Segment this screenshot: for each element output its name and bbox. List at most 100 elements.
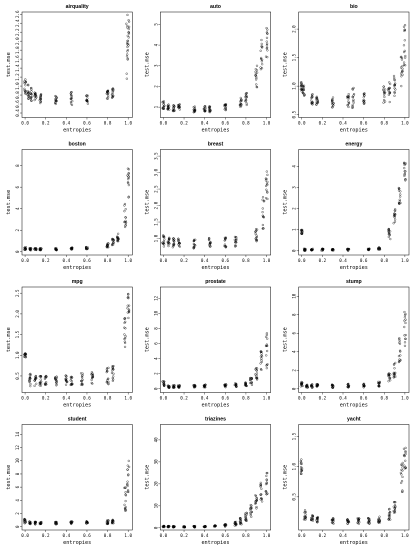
data-point <box>394 208 397 211</box>
data-point <box>86 97 89 100</box>
data-point <box>387 87 390 90</box>
panel-student: student 0.0 0.2 0.4 0.6 0.8 1.0 0 2 4 6 8 10 12 14 entr… <box>6 417 133 546</box>
data-point <box>106 242 109 245</box>
data-point <box>54 101 57 104</box>
data-point <box>44 375 47 378</box>
y-tick-label: 0 <box>292 249 297 252</box>
data-point <box>55 96 58 99</box>
data-point <box>259 66 262 69</box>
data-point <box>394 218 397 221</box>
data-point <box>394 361 397 365</box>
data-point <box>346 383 349 386</box>
data-point <box>224 246 227 249</box>
data-point <box>255 86 259 89</box>
data-point <box>404 450 407 453</box>
data-point <box>403 341 407 344</box>
y-tick-label: 1.5 <box>292 53 297 61</box>
data-point <box>249 504 252 507</box>
data-point <box>382 89 385 92</box>
data-point <box>311 101 314 105</box>
panel-title: airquality <box>66 4 89 10</box>
data-point <box>127 32 131 35</box>
data-point <box>70 97 73 100</box>
data-point <box>193 385 197 388</box>
y-tick-label: 2.6 <box>15 10 20 18</box>
data-point <box>105 371 108 374</box>
x-tick-label: 1.0 <box>263 121 271 126</box>
data-point <box>107 382 110 385</box>
data-point <box>266 56 269 59</box>
data-point <box>351 88 354 91</box>
x-tick-label: 0.8 <box>104 396 112 401</box>
data-point <box>245 511 248 515</box>
y-tick-label: 4 <box>292 165 297 168</box>
data-point <box>316 521 319 524</box>
data-point <box>125 55 129 58</box>
data-point <box>403 172 406 175</box>
data-point <box>171 246 174 249</box>
data-point <box>265 363 269 367</box>
data-point <box>362 385 365 388</box>
y-axis-label: test.mse <box>6 327 12 352</box>
data-point <box>304 518 307 521</box>
data-point <box>123 326 126 329</box>
data-point <box>403 49 406 52</box>
y-tick-label: 0 <box>292 387 297 390</box>
data-point <box>111 95 114 99</box>
data-point <box>346 518 349 521</box>
data-point <box>398 337 401 340</box>
data-point <box>70 520 73 523</box>
data-point <box>107 242 110 245</box>
data-point <box>266 173 269 176</box>
data-point <box>124 320 127 323</box>
data-point <box>69 521 72 524</box>
data-point <box>172 385 175 388</box>
data-point <box>303 248 306 251</box>
data-point <box>27 90 31 94</box>
data-point <box>112 239 115 242</box>
data-point <box>265 36 269 39</box>
data-point <box>117 237 120 241</box>
data-point <box>85 99 88 102</box>
data-point <box>126 483 129 486</box>
data-point <box>352 94 355 97</box>
data-point <box>403 167 406 170</box>
x-tick-label: 0.4 <box>339 121 347 126</box>
data-point <box>331 521 334 524</box>
data-point <box>167 106 170 109</box>
data-point <box>177 103 180 107</box>
data-point <box>303 247 306 250</box>
data-point <box>126 484 129 488</box>
data-point <box>261 196 265 199</box>
data-point <box>172 107 175 110</box>
data-point <box>403 464 406 467</box>
data-point <box>71 247 74 250</box>
y-tick-label: 12 <box>153 295 158 301</box>
data-point <box>40 382 43 386</box>
x-tick-label: 1.0 <box>124 121 132 126</box>
data-point <box>30 90 33 93</box>
data-point <box>29 92 32 95</box>
data-point <box>388 510 392 514</box>
data-point <box>69 247 72 250</box>
x-tick-label: 0.2 <box>42 533 50 538</box>
data-point <box>346 95 349 98</box>
data-point <box>357 522 360 525</box>
data-point <box>255 235 258 239</box>
data-point <box>393 94 396 97</box>
data-point <box>399 201 402 205</box>
y-axis-label: test.mse <box>6 190 12 215</box>
data-point <box>55 380 58 383</box>
data-point <box>128 25 131 28</box>
data-point <box>124 341 127 345</box>
data-point <box>255 83 258 86</box>
y-tick-label: 0.5 <box>292 110 297 118</box>
data-point <box>192 246 195 249</box>
data-point <box>259 483 262 486</box>
y-tick-label: 2 <box>292 207 297 210</box>
data-point <box>28 520 31 523</box>
data-point <box>330 384 334 387</box>
data-point <box>163 104 166 107</box>
data-point <box>254 502 257 505</box>
data-point <box>377 248 380 251</box>
